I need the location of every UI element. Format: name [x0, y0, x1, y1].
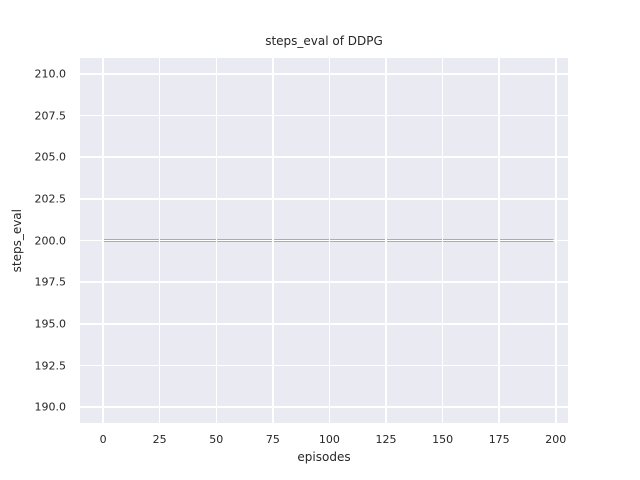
x-tick-label: 175 [488, 433, 510, 446]
y-gridline [80, 73, 568, 75]
y-gridline [80, 114, 568, 117]
y-tick-label: 190.0 [34, 400, 67, 414]
chart-title: steps_eval of DDPG [265, 34, 383, 48]
y-tick-label: 197.5 [34, 275, 67, 289]
y-tick-label: 200.0 [34, 234, 67, 247]
y-gridline [80, 281, 568, 283]
x-tick-label: 50 [209, 433, 224, 446]
y-gridline [80, 406, 568, 408]
y-gridline [80, 364, 568, 367]
y-gridline [80, 323, 568, 325]
x-tick-label: 0 [99, 433, 107, 446]
x-tick-label: 200 [545, 433, 567, 446]
y-gridline [80, 239, 568, 242]
plot-area [80, 58, 568, 423]
y-tick-label: 202.5 [34, 192, 67, 206]
x-tick-label: 75 [265, 433, 280, 446]
x-axis-label: episodes [297, 450, 351, 464]
x-tick-label: 150 [432, 433, 454, 446]
y-tick-label: 192.5 [34, 359, 67, 372]
x-tick-label: 25 [152, 433, 167, 446]
y-tick-label: 210.0 [34, 67, 67, 81]
x-tick-labels: 0 25 50 75 100 125 150 175 200 [80, 433, 568, 447]
x-tick-label: 100 [318, 433, 340, 446]
y-tick-label: 195.0 [34, 317, 67, 331]
y-tick-label: 207.5 [34, 109, 67, 122]
y-gridline [80, 198, 568, 200]
y-tick-label: 205.0 [34, 150, 67, 164]
y-gridline [80, 156, 568, 158]
y-tick-labels: 190.0 192.5 195.0 197.5 200.0 202.5 205.0 207.5… [0, 58, 67, 423]
x-tick-label: 125 [375, 433, 397, 446]
